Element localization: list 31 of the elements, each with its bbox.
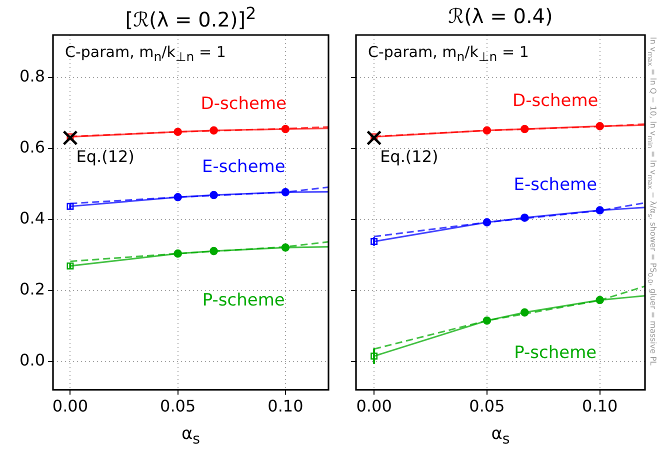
x-tick-label: 0.05: [160, 396, 196, 416]
x-tick-label: 0.00: [356, 396, 392, 416]
point: [66, 133, 74, 140]
series-label: P-scheme: [514, 342, 597, 363]
point: [62, 130, 78, 146]
y-tick-label: 0.6: [20, 138, 45, 157]
point: [370, 133, 378, 140]
series-label: D-scheme: [200, 94, 286, 114]
y-tick-label: 0.2: [20, 280, 45, 299]
x-tick-label: 0.10: [268, 396, 304, 416]
x-tick-label: 0.10: [582, 396, 618, 416]
text: P-scheme: [202, 290, 285, 310]
annotation: C-param, m$_{n}$/k$_{⊥n}$ = 1: [368, 43, 529, 64]
series-label: E-scheme: [514, 175, 598, 196]
chart-title: [ℛ(λ = 0.2)]$^{2}$: [124, 4, 258, 32]
chart-title: ℛ(λ = 0.4): [447, 4, 554, 28]
annotation: Eq.(12): [76, 147, 134, 166]
y-tick-label: 0.8: [20, 66, 45, 86]
annotation: Eq.(12): [380, 147, 438, 166]
x-axis-title: α$_{s}$: [490, 424, 511, 448]
x-tick-label: 0.00: [52, 396, 88, 416]
series-label: E-scheme: [202, 157, 286, 178]
x-tick-label: 0.05: [469, 396, 505, 416]
y-tick-label: 0.4: [20, 208, 45, 228]
annotation: C-param, m$_{n}$/k$_{⊥n}$ = 1: [65, 43, 226, 64]
point: [370, 238, 378, 245]
point: [366, 130, 382, 146]
point: [370, 352, 378, 360]
y-tick-label: 0.0: [20, 350, 45, 370]
x-axis-title: α$_{s}$: [180, 424, 202, 448]
series-label: D-scheme: [512, 91, 598, 112]
